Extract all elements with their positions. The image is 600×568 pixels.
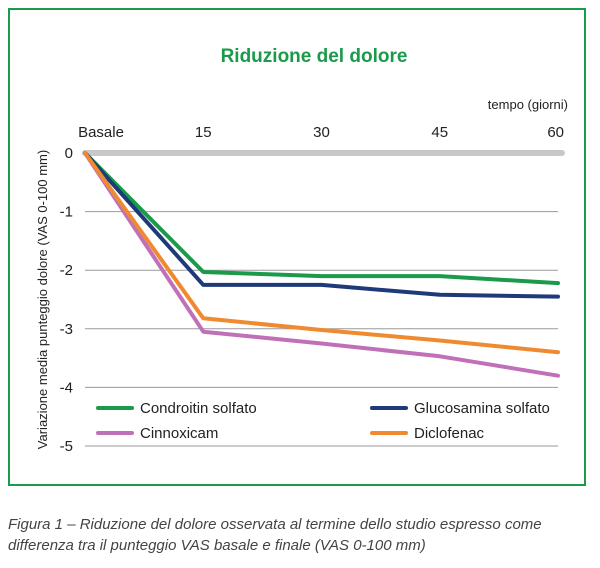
legend-label: Diclofenac [414,425,485,442]
x-axis-label: tempo (giorni) [488,97,568,112]
figure-caption: Figura 1 – Riduzione del dolore osservat… [8,516,542,554]
y-tick-label: 0 [65,145,73,162]
series-line-2 [83,151,560,378]
x-tick-label: Basale [78,124,124,141]
y-axis-label: Variazione media punteggio dolore (VAS 0… [35,150,50,449]
y-tick-label: -4 [60,379,73,396]
x-tick-label: 15 [195,124,212,141]
legend-label: Condroitin solfato [140,400,257,417]
y-tick-label: -1 [60,204,73,221]
x-tick-label: 60 [547,124,564,141]
y-tick-label: -3 [60,321,73,338]
series-line-1 [83,151,560,299]
series-line-0 [83,151,560,286]
chart-title: Riduzione del dolore [221,46,408,67]
legend-label: Glucosamina solfato [414,400,550,417]
legend-label: Cinnoxicam [140,425,218,442]
line-chart: Riduzione del dolore tempo (giorni) Variaz… [35,46,568,455]
y-tick-label: -2 [60,262,73,279]
x-tick-label: 45 [431,124,448,141]
x-tick-label: 30 [313,124,330,141]
series-line-3 [83,151,560,355]
y-tick-label: -5 [60,438,73,455]
